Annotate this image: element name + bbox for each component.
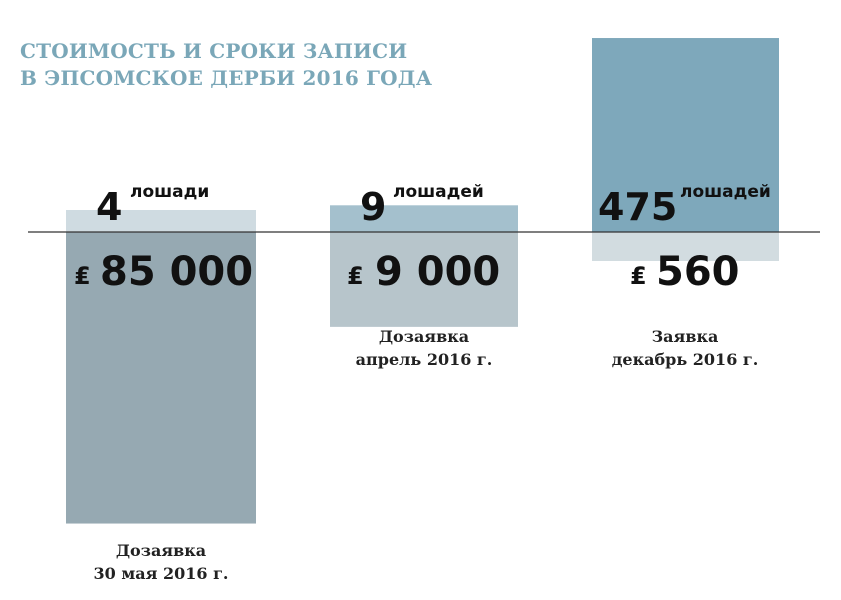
horses-unit-label-2: лошадей [393, 182, 484, 202]
currency-icon-2: ₤ [347, 262, 364, 290]
chart-title: СТОИМОСТЬ И СРОКИ ЗАПИСИ В ЭПСОМСКОЕ ДЕР… [20, 38, 540, 92]
category-caption-3-line-2: декабрь 2016 г. [612, 350, 759, 369]
category-caption-3: Заявка декабрь 2016 г. [612, 327, 759, 369]
category-caption-2: Дозаявка апрель 2016 г. [356, 327, 493, 369]
horses-bar-3 [592, 38, 779, 233]
horses-count-label-1: 4 [96, 185, 122, 229]
currency-icon-1: ₤ [74, 262, 91, 290]
cost-bar-1 [66, 232, 256, 524]
currency-icon-3: ₤ [630, 262, 647, 290]
cost-bar-2 [330, 232, 518, 327]
horses-count-label-3: 475 [598, 185, 677, 229]
cost-value-label-2: 9 000 [375, 249, 500, 295]
category-caption-2-line-1: Дозаявка [379, 327, 469, 346]
category-caption-1-line-2: 30 мая 2016 г. [94, 564, 229, 583]
category-caption-1: Дозаявка 30 мая 2016 г. [94, 541, 229, 583]
horses-unit-label-3: лошадей [680, 182, 771, 202]
horses-count-label-2: 9 [360, 185, 386, 229]
horses-unit-label-1: лошади [130, 182, 209, 202]
cost-bar-3 [592, 232, 779, 261]
horses-bar-2 [330, 205, 518, 232]
category-caption-3-line-1: Заявка [652, 327, 719, 346]
category-caption-1-line-1: Дозаявка [116, 541, 206, 560]
cost-value-label-1: 85 000 [100, 249, 253, 295]
chart-title-line-1: СТОИМОСТЬ И СРОКИ ЗАПИСИ [20, 39, 408, 63]
category-caption-2-line-2: апрель 2016 г. [356, 350, 493, 369]
horses-bar-1 [66, 210, 256, 232]
chart-title-line-2: В ЭПСОМСКОЕ ДЕРБИ 2016 ГОДА [20, 66, 433, 90]
cost-value-label-3: 560 [656, 249, 740, 295]
